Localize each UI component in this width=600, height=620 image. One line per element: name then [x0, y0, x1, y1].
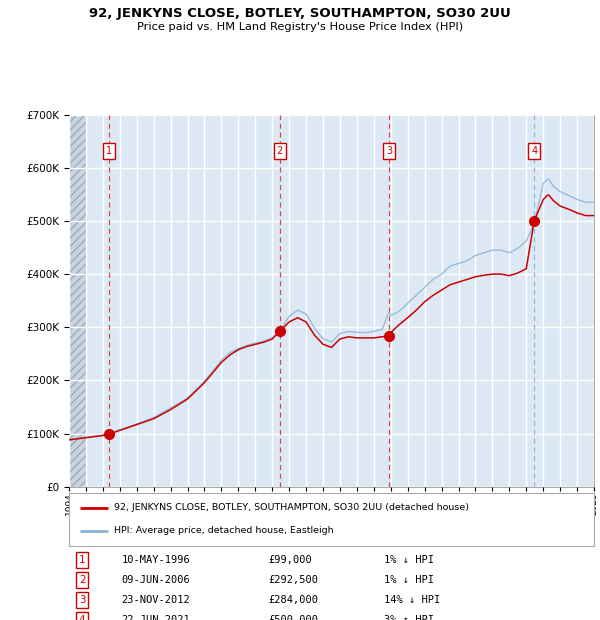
Text: 09-JUN-2006: 09-JUN-2006: [121, 575, 190, 585]
Text: 10-MAY-1996: 10-MAY-1996: [121, 555, 190, 565]
Text: 1: 1: [106, 146, 112, 156]
Text: 14% ↓ HPI: 14% ↓ HPI: [384, 595, 440, 605]
Text: Price paid vs. HM Land Registry's House Price Index (HPI): Price paid vs. HM Land Registry's House …: [137, 22, 463, 32]
Text: £500,000: £500,000: [269, 615, 319, 620]
Text: 92, JENKYNS CLOSE, BOTLEY, SOUTHAMPTON, SO30 2UU: 92, JENKYNS CLOSE, BOTLEY, SOUTHAMPTON, …: [89, 7, 511, 20]
Bar: [69, 115, 86, 487]
Text: 3: 3: [79, 595, 85, 605]
Text: 1: 1: [79, 555, 85, 565]
Text: 3% ↑ HPI: 3% ↑ HPI: [384, 615, 434, 620]
Text: 92, JENKYNS CLOSE, BOTLEY, SOUTHAMPTON, SO30 2UU (detached house): 92, JENKYNS CLOSE, BOTLEY, SOUTHAMPTON, …: [113, 503, 469, 512]
Text: 1% ↓ HPI: 1% ↓ HPI: [384, 575, 434, 585]
Text: 1% ↓ HPI: 1% ↓ HPI: [384, 555, 434, 565]
Text: HPI: Average price, detached house, Eastleigh: HPI: Average price, detached house, East…: [113, 526, 333, 535]
Text: 2: 2: [277, 146, 283, 156]
Text: 22-JUN-2021: 22-JUN-2021: [121, 615, 190, 620]
Text: 2: 2: [79, 575, 85, 585]
Text: 23-NOV-2012: 23-NOV-2012: [121, 595, 190, 605]
Text: 3: 3: [386, 146, 392, 156]
Text: £292,500: £292,500: [269, 575, 319, 585]
Text: £284,000: £284,000: [269, 595, 319, 605]
Text: 4: 4: [531, 146, 537, 156]
Text: £99,000: £99,000: [269, 555, 312, 565]
Text: 4: 4: [79, 615, 85, 620]
